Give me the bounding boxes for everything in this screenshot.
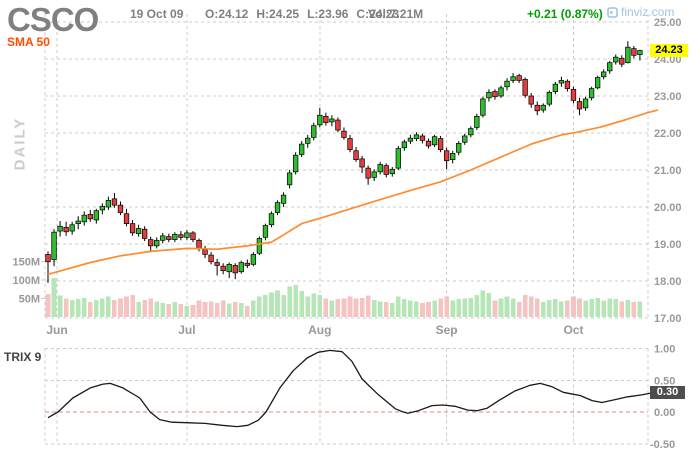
quote-date: 19 Oct 09: [130, 7, 184, 21]
finviz-brand-label: finviz.com: [621, 5, 675, 19]
svg-text:Jun: Jun: [46, 323, 67, 337]
svg-text:25.00: 25.00: [654, 17, 682, 29]
svg-text:Oct: Oct: [563, 323, 583, 337]
svg-text:18.00: 18.00: [654, 276, 682, 288]
svg-text:Aug: Aug: [308, 323, 331, 337]
svg-text:-0.50: -0.50: [650, 439, 675, 451]
candles: [45, 41, 643, 283]
volume-bars: [45, 278, 643, 317]
svg-text:0.50: 0.50: [654, 375, 675, 387]
svg-text:Sep: Sep: [436, 323, 458, 337]
sma50-line: [47, 109, 659, 276]
ticker-symbol: CSCO: [7, 1, 99, 38]
quote-close: C:24.23: [356, 7, 400, 21]
quote-open: O:24.12: [205, 7, 249, 21]
svg-text:50M: 50M: [19, 294, 40, 306]
svg-text:19.00: 19.00: [654, 239, 682, 251]
trix-legend-label: TRIX 9: [4, 350, 42, 364]
svg-text:24.00: 24.00: [654, 54, 682, 66]
vertical-gridlines: [44, 14, 649, 444]
finviz-logo-icon: [607, 6, 618, 18]
quote-low: L:23.96: [307, 7, 349, 21]
svg-text:1.00: 1.00: [654, 344, 675, 356]
timeframe-watermark: DAILY: [11, 116, 29, 171]
quote-change: +0.21 (0.87%): [527, 7, 603, 21]
quote-ohlc: O:24.12 H:24.25 L:23.96 C:24.23: [205, 7, 399, 21]
quote-volume: Vol:7.21M: [368, 7, 424, 21]
last-price-badge: 24.23: [650, 44, 688, 57]
svg-text:22.00: 22.00: [654, 128, 682, 140]
svg-text:21.00: 21.00: [654, 165, 682, 177]
finviz-brand-link[interactable]: finviz.com: [607, 5, 674, 19]
svg-text:Jul: Jul: [178, 323, 195, 337]
svg-text:23.00: 23.00: [654, 91, 682, 103]
trix-line: [47, 349, 653, 428]
svg-text:0.00: 0.00: [654, 407, 675, 419]
svg-text:150M: 150M: [12, 257, 40, 269]
sma50-legend-label: SMA 50: [7, 35, 50, 49]
volume-axis: 150M 100M 50M: [12, 257, 57, 306]
last-trix-badge: 0.30: [650, 386, 685, 399]
svg-text:20.00: 20.00: [654, 202, 682, 214]
svg-text:17.00: 17.00: [654, 313, 682, 325]
month-labels: Jun Jul Aug Sep Oct: [46, 323, 583, 337]
price-gridlines-and-labels: 25.00 24.00 23.00 22.00 21.00 20.00 19.00 18.00…: [45, 17, 682, 325]
quote-high: H:24.25: [256, 7, 300, 21]
svg-text:100M: 100M: [12, 275, 40, 287]
trix-axis: 1.00 0.50 0.00 -0.50: [45, 344, 675, 451]
